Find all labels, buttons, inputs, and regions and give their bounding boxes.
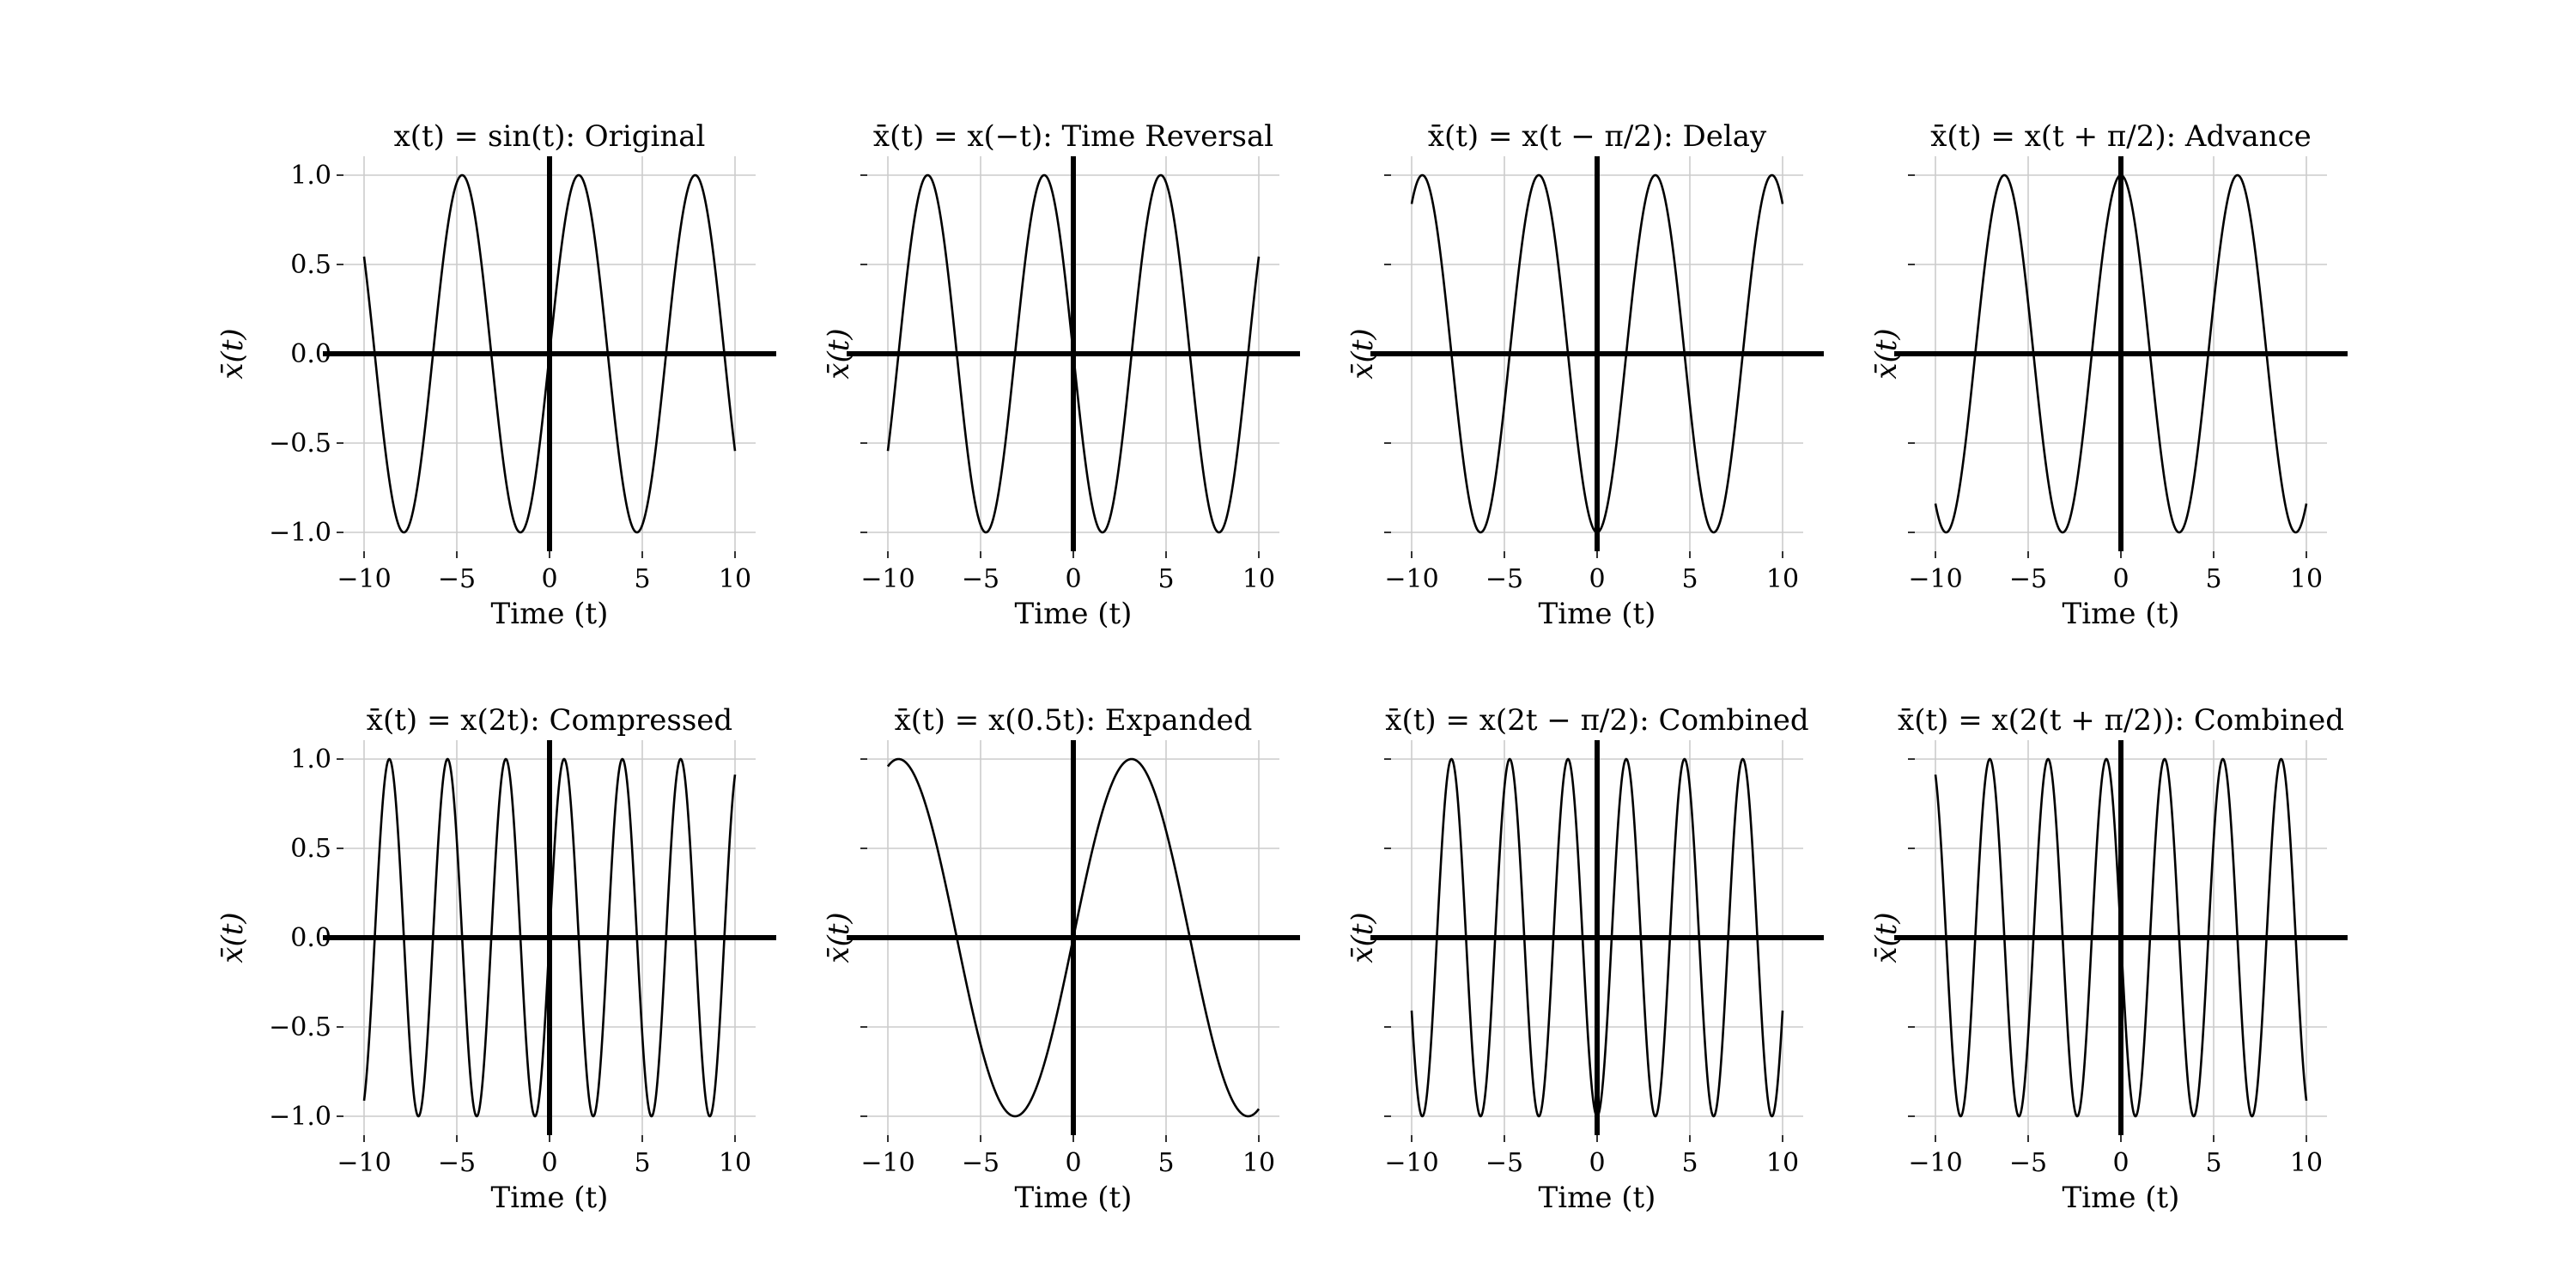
y-tick-label: 0.0 [290,923,331,953]
signal-line [362,173,737,534]
y-tick-label: −1.0 [269,518,331,548]
x-tick-label: 0 [2112,1148,2129,1178]
x-tick-label: 0 [1589,564,1605,594]
signal-line [362,757,737,1118]
x-tick-label: −10 [1908,564,1962,594]
x-axis-label: Time (t) [491,1181,609,1215]
x-tick-label: 5 [634,1148,650,1178]
subplot-title: x̄(t) = x(2t − π/2): Combined [1385,703,1808,738]
y-axis-label: x̄(t) [1869,328,1904,379]
x-tick-label: 5 [1681,564,1698,594]
x-tick-label: 5 [2205,1148,2221,1178]
subplot-title: x̄(t) = x(2t): Compressed [367,703,732,738]
x-tick-label: 10 [2290,1148,2323,1178]
y-axis-label: x̄(t) [216,912,250,963]
subplot-3: −10 −5 0 5 10 x̄(t) = x(t − π/2): Delay Time (… [1346,119,1824,631]
subplot-5: −10 −5 0 5 10 1.0 0.5 0.0 −0.5 −1.0 x̄(t) = x(2t):… [216,703,776,1215]
subplot-title: x̄(t) = x(0.5t): Expanded [895,703,1253,738]
x-tick-label: −10 [337,1148,391,1178]
subplot-title: x̄(t) = x(t − π/2): Delay [1428,119,1767,154]
x-tick-label: −5 [438,564,476,594]
y-tick-label: −1.0 [269,1102,331,1132]
x-tick-label: 0 [541,1148,557,1178]
y-tick-label: −0.5 [269,428,331,459]
x-tick-label: −10 [860,1148,914,1178]
x-tick-label: −5 [2009,1148,2047,1178]
x-tick-label: 0 [1589,1148,1605,1178]
y-tick-label: 0.0 [290,339,331,369]
subplot-title: x(t) = sin(t): Original [394,119,706,154]
y-axis-label: x̄(t) [1346,912,1380,963]
x-tick-label: −5 [962,564,999,594]
y-axis-label: x̄(t) [1869,912,1904,963]
subplot-4: −10 −5 0 5 10 x̄(t) = x(t + π/2): Advance Time… [1869,119,2348,631]
x-tick-label: −5 [438,1148,476,1178]
x-tick-label: 5 [1157,1148,1174,1178]
x-axis-label: Time (t) [1539,1181,1656,1215]
x-tick-label: −10 [337,564,391,594]
x-tick-label: 0 [1065,564,1081,594]
x-tick-label: 10 [1766,1148,1799,1178]
x-tick-label: 10 [719,564,751,594]
subplot-8: −10 −5 0 5 10 x̄(t) = x(2(t + π/2)): Combined… [1869,703,2348,1215]
x-tick-label: 10 [1242,564,1275,594]
signal-line [886,757,1261,1118]
y-tick-label: 0.5 [290,834,331,864]
y-axis-label: x̄(t) [822,328,856,379]
x-tick-label: 5 [634,564,650,594]
x-tick-label: −10 [860,564,914,594]
y-tick-label: 1.0 [290,161,331,191]
x-tick-label: −5 [2009,564,2047,594]
x-axis-label: Time (t) [1539,597,1656,631]
signal-line [1410,173,1784,534]
x-tick-label: 0 [2112,564,2129,594]
x-tick-label: −5 [1485,1148,1523,1178]
x-tick-label: 10 [2290,564,2323,594]
subplot-6: −10 −5 0 5 10 x̄(t) = x(0.5t): Expanded Time (… [822,703,1300,1215]
subplot-title: x̄(t) = x(2(t + π/2)): Combined [1898,703,2344,738]
x-tick-label: −10 [1384,564,1438,594]
x-tick-label: 0 [541,564,557,594]
x-tick-label: −10 [1908,1148,1962,1178]
x-axis-label: Time (t) [2063,1181,2180,1215]
subplot-7: −10 −5 0 5 10 x̄(t) = x(2t − π/2): Combined Ti… [1346,703,1824,1215]
y-axis-label: x̄(t) [1346,328,1380,379]
x-tick-label: −5 [1485,564,1523,594]
signal-line [886,173,1261,534]
x-tick-label: 5 [1157,564,1174,594]
y-axis-label: x̄(t) [822,912,856,963]
x-axis-label: Time (t) [1015,597,1133,631]
x-tick-label: 10 [719,1148,751,1178]
signal-line [1934,757,2308,1118]
x-axis-label: Time (t) [2063,597,2180,631]
x-tick-label: 5 [2205,564,2221,594]
y-tick-label: 0.5 [290,250,331,280]
x-axis-label: Time (t) [1015,1181,1133,1215]
subplot-title: x̄(t) = x(t + π/2): Advance [1930,119,2312,154]
x-tick-label: 0 [1065,1148,1081,1178]
x-tick-label: 10 [1766,564,1799,594]
signal-line [1934,173,2308,534]
subplot-1: −10 −5 0 5 10 1.0 0.5 0.0 −0.5 −1.0 x(t) = sin(t):… [216,119,776,631]
x-tick-label: 10 [1242,1148,1275,1178]
subplot-2: −10 −5 0 5 10 x̄(t) = x(−t): Time Reversal Tim… [822,119,1300,631]
y-axis-label: x̄(t) [216,328,250,379]
x-tick-label: −10 [1384,1148,1438,1178]
signal-line [1410,757,1784,1118]
y-tick-label: −0.5 [269,1012,331,1042]
x-axis-label: Time (t) [491,597,609,631]
x-tick-label: 5 [1681,1148,1698,1178]
subplot-title: x̄(t) = x(−t): Time Reversal [873,119,1273,154]
x-tick-label: −5 [962,1148,999,1178]
y-tick-label: 1.0 [290,744,331,775]
